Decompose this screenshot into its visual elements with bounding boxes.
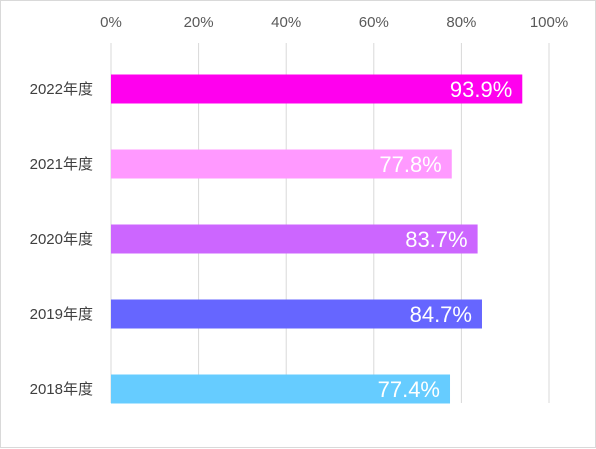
category-labels: 2022年度 2021年度 2020年度 2019年度 2018年度	[30, 81, 93, 398]
category-label: 2018年度	[30, 381, 93, 398]
x-tick-label: 40%	[271, 14, 301, 31]
data-label: 83.7%	[405, 227, 467, 252]
bars	[111, 74, 523, 404]
x-axis-tick-labels: 0% 20% 40% 60% 80% 100%	[100, 14, 568, 31]
x-tick-label: 0%	[100, 14, 122, 31]
data-label: 77.4%	[378, 377, 440, 402]
bar-2022年度	[111, 74, 523, 104]
x-tick-label: 80%	[446, 14, 476, 31]
bar-2018年度	[111, 374, 451, 404]
category-label: 2019年度	[30, 306, 93, 323]
bar-2019年度	[111, 299, 482, 329]
category-label: 2021年度	[30, 156, 93, 173]
data-label: 77.8%	[379, 152, 441, 177]
data-label: 93.9%	[450, 77, 512, 102]
x-tick-label: 100%	[530, 14, 568, 31]
data-labels: 93.9% 77.8% 83.7% 84.7% 77.4%	[378, 77, 513, 402]
bar-2021年度	[111, 149, 452, 179]
x-tick-label: 60%	[359, 14, 389, 31]
category-label: 2020年度	[30, 231, 93, 248]
bar-2020年度	[111, 224, 478, 254]
x-tick-label: 20%	[184, 14, 214, 31]
data-label: 84.7%	[410, 302, 472, 327]
category-label: 2022年度	[30, 81, 93, 98]
